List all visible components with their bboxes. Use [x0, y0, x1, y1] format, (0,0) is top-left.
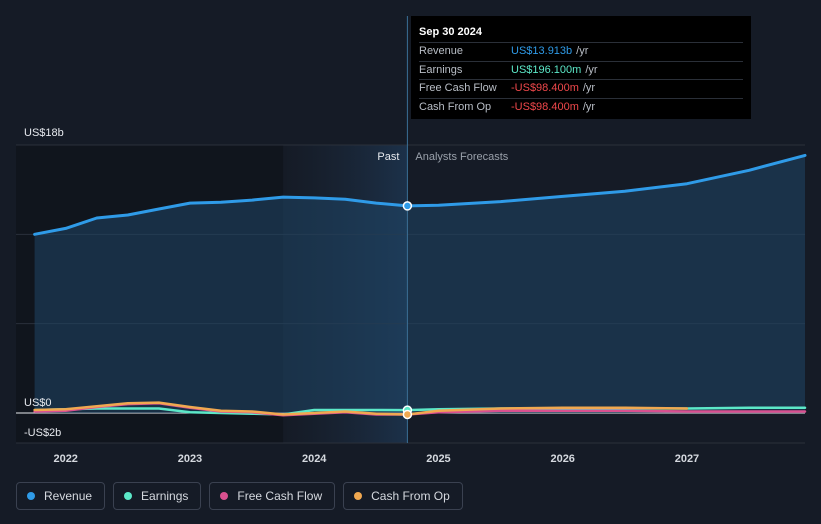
x-tick-label: 2027 [675, 453, 699, 465]
legend-label: Earnings [141, 489, 189, 503]
legend-item-cash-from-op[interactable]: Cash From Op [343, 482, 463, 510]
tooltip-label: Free Cash Flow [419, 82, 497, 94]
tooltip-label: Earnings [419, 63, 463, 76]
x-tick-label: 2024 [302, 453, 327, 465]
past-label: Past [377, 151, 399, 163]
tooltip-row-fcf: Free Cash Flow -US$98.400m /yr [419, 79, 743, 98]
legend-label: Cash From Op [371, 489, 450, 503]
legend-item-free-cash-flow[interactable]: Free Cash Flow [209, 482, 336, 510]
cash-from-op-marker [402, 409, 413, 420]
x-tick-label: 2026 [550, 453, 574, 465]
tooltip-row-earnings: Earnings US$196.100m /yr [419, 60, 743, 80]
legend-item-revenue[interactable]: Revenue [16, 482, 106, 510]
tooltip-unit: /yr [582, 82, 596, 94]
x-tick-label: 2023 [178, 453, 202, 465]
tooltip-unit: /yr [582, 100, 596, 113]
y-tick-label: US$0 [24, 397, 52, 409]
cash-from-op-dot-icon [354, 492, 363, 500]
x-tick-label: 2025 [426, 453, 450, 465]
legend-item-earnings[interactable]: Earnings [113, 482, 202, 510]
tooltip-unit: /yr [585, 63, 598, 76]
tooltip-unit: /yr [576, 45, 589, 57]
revenue-line [33, 153, 807, 236]
legend-label: Revenue [44, 489, 93, 503]
tooltip-value: US$196.100m [511, 63, 582, 76]
y-tick-label: US$18b [24, 127, 64, 139]
forecast-label: Analysts Forecasts [415, 151, 508, 163]
tooltip: Sep 30 2024 Revenue US$13.913b /yr Earni… [411, 16, 751, 119]
y-tick-label: -US$2b [24, 427, 61, 439]
tooltip-label: Cash From Op [419, 100, 492, 113]
tooltip-value: -US$98.400m [511, 82, 579, 94]
earnings-dot-icon [124, 492, 133, 500]
tooltip-label: Revenue [419, 45, 464, 57]
cash-from-op-line [33, 401, 689, 416]
x-tick-label: 2022 [53, 453, 77, 465]
revenue-area [34, 155, 806, 413]
legend-label: Free Cash Flow [237, 489, 323, 503]
revenue-marker [402, 201, 413, 211]
revenue-dot-icon [27, 492, 35, 500]
legend: Revenue Earnings Free Cash Flow Cash Fro… [16, 482, 463, 510]
tooltip-value: US$13.913b [511, 45, 573, 57]
tooltip-row-revenue: Revenue US$13.913b /yr [419, 42, 743, 61]
tooltip-date: Sep 30 2024 [419, 26, 482, 38]
tooltip-row-cfo: Cash From Op -US$98.400m /yr [419, 97, 743, 117]
tooltip-value: -US$98.400m [511, 100, 579, 113]
free-cash-flow-dot-icon [220, 492, 229, 500]
